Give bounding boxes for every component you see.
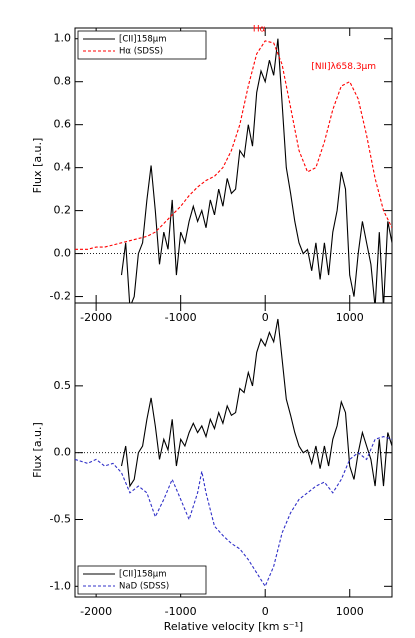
plot-frame <box>74 302 393 598</box>
annotation: Hα <box>253 25 266 35</box>
x-tick-label: 0 <box>262 605 269 618</box>
y-tick-label: 0.4 <box>54 161 72 174</box>
y-tick-label: -0.5 <box>50 512 71 525</box>
y-tick-label: 0.5 <box>54 379 72 392</box>
y-tick-label: 0.0 <box>54 446 72 459</box>
y-tick-label: 0.0 <box>54 247 72 260</box>
y-axis-label: Flux [a.u.] <box>31 138 44 194</box>
y-tick-label: 0.6 <box>54 118 72 131</box>
y-tick-label: 1.0 <box>54 32 72 45</box>
y-axis-label: Flux [a.u.] <box>31 422 44 478</box>
y-tick-label: 0.8 <box>54 75 72 88</box>
series-line <box>75 40 392 250</box>
x-tick-label: -2000 <box>80 605 112 618</box>
x-axis-label: Relative velocity [km s⁻¹] <box>164 620 303 633</box>
y-tick-label: -1.0 <box>50 579 71 592</box>
legend-label: [CII]158μm <box>119 35 167 45</box>
legend-label: [CII]158μm <box>119 570 167 580</box>
y-tick-label: 0.2 <box>54 204 72 217</box>
x-tick-label: -2000 <box>80 311 112 324</box>
x-tick-label: 1000 <box>336 311 364 324</box>
series-line <box>120 38 392 303</box>
series-line <box>120 318 392 488</box>
x-tick-label: 0 <box>262 311 269 324</box>
x-tick-label: -1000 <box>165 311 197 324</box>
legend-box <box>77 565 207 595</box>
legend-label: NaD (SDSS) <box>119 582 169 592</box>
legend-box <box>77 30 207 60</box>
x-tick-label: -1000 <box>165 605 197 618</box>
y-tick-label: -0.2 <box>50 290 71 303</box>
legend-label: Hα (SDSS) <box>119 47 163 57</box>
x-tick-label: 1000 <box>336 605 364 618</box>
series-line <box>75 436 392 588</box>
annotation: [NII]λ658.3μm <box>311 62 376 72</box>
